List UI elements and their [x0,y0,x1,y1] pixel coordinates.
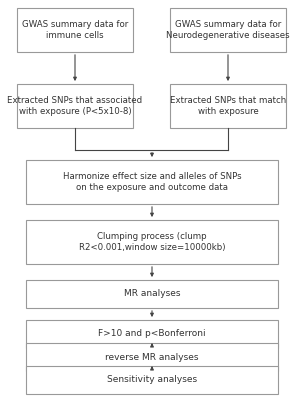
Bar [26,160,278,204]
Text: Clumping process (clump
R2<0.001,window size=10000kb): Clumping process (clump R2<0.001,window … [79,232,225,252]
Bar [26,320,278,348]
Text: MR analyses: MR analyses [124,290,180,298]
Text: Harmonize effect size and alleles of SNPs
on the exposure and outcome data: Harmonize effect size and alleles of SNP… [63,172,241,192]
Bar [17,84,133,128]
Text: GWAS summary data for
immune cells: GWAS summary data for immune cells [22,20,128,40]
Text: Sensitivity analyses: Sensitivity analyses [107,376,197,384]
Bar [170,8,286,52]
Text: F>10 and p<Bonferroni: F>10 and p<Bonferroni [98,330,206,338]
Text: Extracted SNPs that match
with exposure: Extracted SNPs that match with exposure [170,96,286,116]
Bar [26,280,278,308]
Bar [170,84,286,128]
Bar [26,220,278,264]
Bar [26,366,278,394]
Bar [26,343,278,371]
Text: GWAS summary data for
Neurodegenerative diseases: GWAS summary data for Neurodegenerative … [166,20,290,40]
Bar [17,8,133,52]
Text: reverse MR analyses: reverse MR analyses [105,352,199,362]
Text: Extracted SNPs that associated
with exposure (P<5x10-8): Extracted SNPs that associated with expo… [7,96,142,116]
